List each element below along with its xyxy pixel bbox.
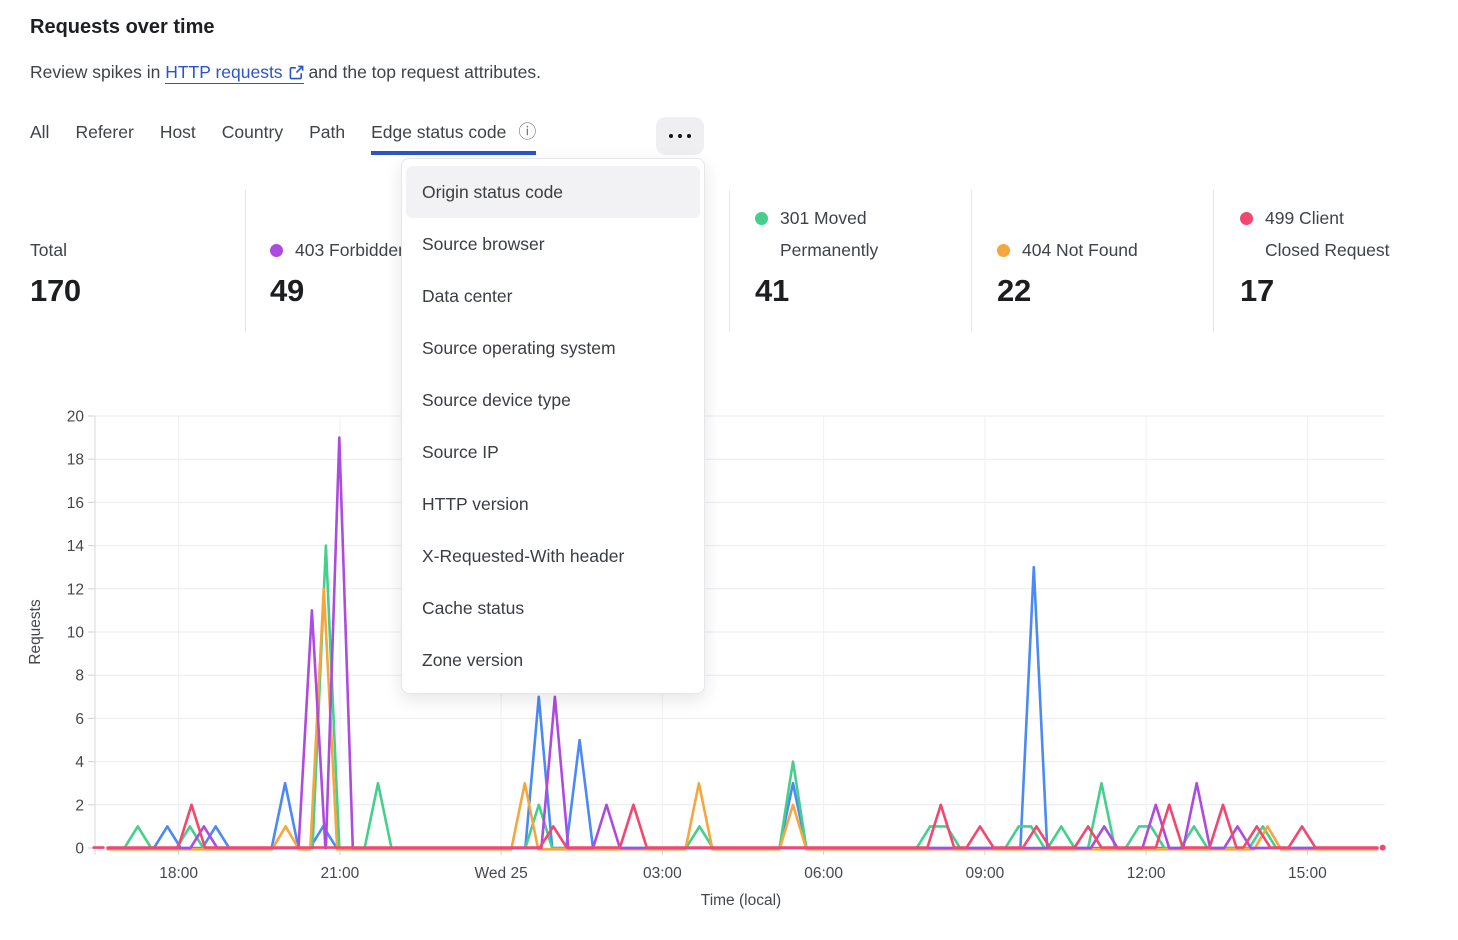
series-dot-404: [997, 244, 1010, 257]
svg-text:Wed 25: Wed 25: [475, 865, 528, 882]
stat-value: 22: [997, 273, 1031, 308]
svg-text:14: 14: [67, 538, 85, 555]
menu-item-origin-status-code[interactable]: Origin status code: [406, 166, 700, 218]
svg-text:12: 12: [67, 581, 84, 598]
attribute-menu: Origin status code Source browser Data cen…: [401, 158, 705, 694]
svg-text:15:00: 15:00: [1288, 865, 1327, 882]
svg-text:21:00: 21:00: [320, 865, 359, 882]
series-dot-403: [270, 244, 283, 257]
series-dot-301: [755, 212, 768, 225]
stat-value: 17: [1240, 273, 1274, 308]
svg-text:10: 10: [67, 625, 85, 642]
stat-value: 49: [270, 273, 304, 308]
more-tabs-button[interactable]: [656, 117, 704, 155]
stat-value: 170: [30, 273, 81, 308]
stat-total: Total 170: [30, 192, 81, 310]
svg-text:06:00: 06:00: [804, 865, 843, 882]
http-requests-link[interactable]: HTTP requests: [165, 62, 304, 85]
info-icon[interactable]: ⓘ: [518, 121, 537, 143]
tab-country[interactable]: Country: [221, 122, 284, 142]
stat-divider: [971, 190, 972, 332]
svg-text:8: 8: [75, 668, 84, 685]
menu-item-cache-status[interactable]: Cache status: [422, 598, 525, 618]
series-dot-499: [1240, 212, 1253, 225]
svg-text:Requests: Requests: [27, 599, 44, 665]
tab-edge-status-code[interactable]: Edge status code ⓘ: [371, 121, 537, 155]
menu-item-data-center[interactable]: Data center: [422, 286, 513, 306]
page-title: Requests over time: [30, 16, 215, 38]
menu-item-source-device-type[interactable]: Source device type: [422, 390, 571, 410]
stat-label: 499 Client Closed Request: [1265, 208, 1390, 260]
stat-499-client-closed-request: 499 Client Closed Request 17: [1240, 192, 1403, 310]
menu-item-source-operating-system[interactable]: Source operating system: [422, 338, 616, 358]
svg-text:03:00: 03:00: [643, 865, 682, 882]
menu-item-zone-version[interactable]: Zone version: [422, 650, 524, 670]
stat-value: 41: [755, 273, 789, 308]
svg-text:20: 20: [67, 409, 85, 426]
svg-text:6: 6: [75, 711, 84, 728]
svg-text:18:00: 18:00: [159, 865, 198, 882]
subtitle-suffix: and the top request attributes.: [308, 62, 541, 82]
stat-divider: [729, 190, 730, 332]
external-link-icon: [289, 64, 304, 85]
tab-host[interactable]: Host: [159, 122, 196, 142]
menu-item-source-ip[interactable]: Source IP: [422, 442, 499, 462]
stat-divider: [1213, 190, 1214, 332]
subtitle-prefix: Review spikes in: [30, 62, 161, 82]
stat-label: 403 Forbidden: [295, 240, 408, 260]
tab-all[interactable]: All: [30, 122, 50, 142]
stat-404-not-found: 404 Not Found 22: [997, 192, 1138, 310]
menu-item-x-requested-with-header[interactable]: X-Requested-With header: [422, 546, 625, 566]
active-tab-underline: [371, 151, 537, 155]
stat-label: Total: [30, 240, 67, 260]
stat-label: 301 Moved Permanently: [780, 208, 879, 260]
svg-text:0: 0: [75, 841, 84, 858]
page-subtitle: Review spikes in HTTP requests and the t…: [30, 62, 541, 85]
tab-referer[interactable]: Referer: [75, 122, 134, 142]
ellipsis-icon: [668, 133, 674, 139]
stat-divider: [245, 190, 246, 332]
svg-text:09:00: 09:00: [965, 865, 1004, 882]
svg-text:12:00: 12:00: [1127, 865, 1166, 882]
svg-text:16: 16: [67, 495, 84, 512]
stat-301-moved-permanently: 301 Moved Permanently 41: [755, 192, 918, 310]
svg-text:2: 2: [75, 797, 84, 814]
menu-item-http-version[interactable]: HTTP version: [422, 494, 529, 514]
svg-text:4: 4: [75, 754, 84, 771]
svg-text:18: 18: [67, 452, 84, 469]
tab-path[interactable]: Path: [309, 122, 346, 142]
stat-403-forbidden: 403 Forbidden 49: [270, 192, 408, 310]
menu-item-source-browser[interactable]: Source browser: [422, 234, 545, 254]
svg-text:Time (local): Time (local): [701, 892, 781, 909]
attribute-tabs: All Referer Host Country Path Edge statu…: [30, 121, 537, 155]
stat-label: 404 Not Found: [1022, 240, 1138, 260]
